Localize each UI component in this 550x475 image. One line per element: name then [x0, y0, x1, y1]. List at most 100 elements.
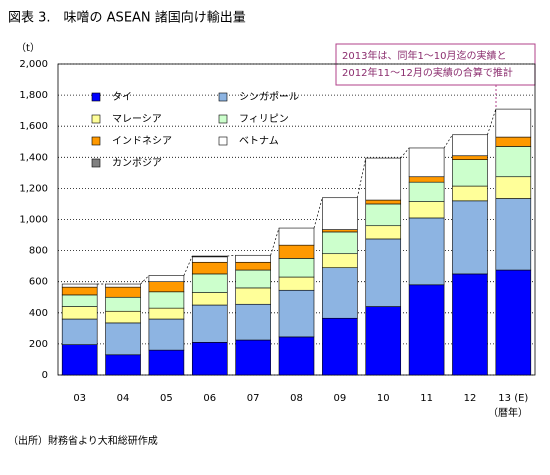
- bar-segment: [365, 203, 402, 227]
- bar-segment: [278, 276, 315, 291]
- bar-segment: [61, 283, 98, 288]
- bar-segment: [365, 306, 402, 376]
- y-tick-label: 2,000: [19, 59, 48, 70]
- x-tick-label: 10: [377, 393, 390, 404]
- legend-label: シンガポール: [239, 91, 299, 103]
- legend-swatch: [91, 158, 101, 168]
- bar-segment: [408, 201, 445, 219]
- annotation: 2012年11～12月の実績の合算で推計: [342, 66, 513, 79]
- connector: [357, 158, 367, 198]
- bar-segment: [408, 176, 445, 183]
- bar-segment: [191, 292, 228, 306]
- bar-segment: [235, 287, 271, 305]
- bar-segment: [148, 275, 185, 283]
- x-tick-label: 09: [333, 393, 346, 404]
- bar-segment: [322, 317, 358, 376]
- legend-label: インドネシア: [112, 135, 172, 147]
- bar-segment: [322, 253, 358, 269]
- bar-segment: [278, 227, 315, 246]
- bar-segment: [408, 181, 445, 202]
- bar-segment: [235, 261, 271, 271]
- y-tick-label: 1,400: [19, 152, 48, 163]
- x-tick-label: 13 (E): [498, 393, 528, 404]
- bar-segment: [61, 318, 98, 345]
- bar-segment: [191, 273, 228, 293]
- legend-label: タイ: [112, 91, 132, 103]
- legend-swatch: [91, 92, 101, 102]
- bar-segment: [495, 176, 532, 199]
- bar-segment: [191, 255, 228, 258]
- bar-segment: [495, 198, 532, 271]
- legend-label: カンボジア: [112, 157, 162, 169]
- y-tick-label: 800: [29, 246, 48, 257]
- bar-segment: [61, 286, 98, 296]
- bar-segment: [148, 307, 185, 320]
- bar-segment: [322, 229, 358, 233]
- connector: [487, 108, 497, 135]
- legend-swatch: [218, 136, 228, 146]
- bar-segment: [365, 238, 402, 307]
- bar-segment: [148, 291, 185, 309]
- x-tick-label: 07: [247, 393, 260, 404]
- connector: [140, 275, 150, 285]
- x-tick-label: 06: [203, 393, 216, 404]
- x-tick-label: 08: [290, 393, 303, 404]
- y-tick-label: 400: [29, 308, 48, 319]
- bar-segment: [191, 342, 228, 376]
- bar-segment: [365, 225, 402, 240]
- connector: [443, 134, 453, 149]
- bar-segment: [322, 267, 358, 319]
- legend-label: フィリピン: [239, 113, 289, 125]
- y-tick-label: 200: [29, 339, 48, 350]
- bar-segment: [235, 339, 271, 376]
- bar-segment: [322, 197, 358, 230]
- bar-segment: [61, 294, 98, 307]
- chart-title: 図表 3. 味噌の ASEAN 諸国向け輸出量: [8, 10, 246, 26]
- bar-segment: [235, 269, 271, 289]
- annotation-box: [335, 43, 536, 86]
- x-tick-label: 11: [420, 393, 433, 404]
- bar-segment: [278, 289, 315, 338]
- bar-segment: [235, 254, 271, 263]
- bar-segment: [235, 303, 271, 341]
- legend-swatch: [91, 136, 101, 146]
- y-tick-label: 1,200: [19, 183, 48, 194]
- bar-segment: [495, 136, 532, 147]
- x-tick-label: 12: [464, 393, 477, 404]
- bar-segment: [278, 336, 315, 376]
- legend-swatch: [91, 114, 101, 124]
- connector: [400, 147, 410, 159]
- bar-segment: [61, 306, 98, 320]
- bar-segment: [495, 269, 532, 376]
- annotation: 2013年は、同年1～10月迄の実績と: [342, 49, 507, 62]
- bar-segment: [322, 231, 358, 255]
- bar-segment: [105, 286, 141, 298]
- bar-segment: [452, 185, 488, 202]
- bar-segment: [105, 354, 141, 376]
- bar-segment: [452, 155, 488, 160]
- y-tick-label: 1,600: [19, 121, 48, 132]
- y-axis-label: （t）: [16, 42, 40, 54]
- y-tick-label: 1,000: [19, 215, 48, 226]
- x-tick-label: 03: [73, 393, 86, 404]
- bar-segment: [191, 261, 228, 275]
- bar-segment: [365, 157, 402, 201]
- legend-swatch: [218, 92, 228, 102]
- connector: [227, 254, 236, 257]
- bar-segment: [365, 199, 402, 205]
- bar-segment: [105, 283, 141, 288]
- legend-label: マレーシア: [112, 114, 162, 125]
- bar-segment: [148, 349, 185, 376]
- x-tick-label: 04: [117, 393, 130, 404]
- bar-segment: [278, 258, 315, 278]
- bar-segment: [148, 318, 185, 351]
- y-tick-label: 0: [42, 370, 48, 381]
- bar-segment: [452, 200, 488, 275]
- x-axis-label: （暦年）: [488, 406, 528, 419]
- bar-segment: [105, 296, 141, 312]
- connector: [270, 227, 280, 256]
- connector: [313, 197, 323, 229]
- bar-segment: [452, 273, 488, 376]
- bar-segment: [148, 281, 185, 293]
